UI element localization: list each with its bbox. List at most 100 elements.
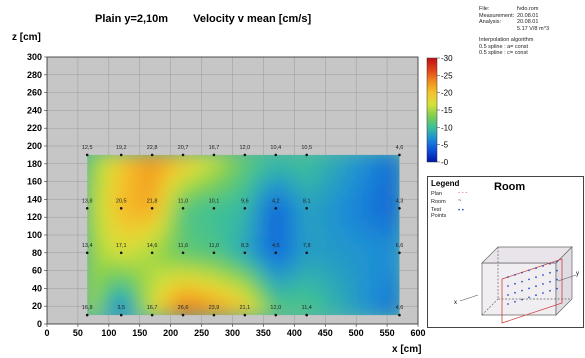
field-cell [230,226,238,236]
field-cell [338,162,346,172]
field-cell [200,154,208,164]
field-cell [356,186,364,196]
field-cell [176,154,184,164]
field-cell [218,258,226,268]
field-cell [194,154,202,164]
field-cell [87,202,94,212]
measurement-point [243,313,247,317]
field-cell [380,178,388,188]
field-cell [110,282,118,292]
field-cell [242,194,250,204]
field-cell [194,218,202,228]
field-cell [194,234,202,244]
field-cell [260,266,268,276]
field-cell [128,298,136,308]
field-cell [146,218,154,228]
field-cell [362,266,370,276]
field-cell [212,194,220,204]
field-cell [188,234,196,244]
field-cell [332,290,340,300]
field-cell [284,298,292,308]
field-cell [254,202,262,212]
field-cell [374,274,382,284]
y-tick-label: 120 [27,212,42,222]
field-cell [87,250,94,260]
field-cell [374,266,382,276]
field-cell [332,154,340,164]
field-cell [134,218,142,228]
field-cell [146,154,154,164]
field-cell [326,202,334,212]
field-cell [386,298,394,308]
field-cell [158,178,166,188]
x-tick-label: 400 [287,328,302,338]
field-cell [386,266,394,276]
y-tick-label: 40 [32,283,42,293]
field-cell [200,274,208,284]
field-cell [356,210,364,220]
field-cell [350,162,358,172]
field-cell [266,250,274,260]
field-cell [164,194,172,204]
field-cell [140,202,148,212]
field-cell [158,250,166,260]
field-cell [296,298,304,308]
room-point [556,269,558,272]
field-cell [140,194,148,204]
field-cell [266,178,274,188]
field-cell [308,194,316,204]
field-cell [356,218,364,228]
field-cell [254,162,262,172]
field-cell [206,274,214,284]
field-cell [98,306,106,316]
field-cell [326,154,334,164]
field-cell [296,282,304,292]
field-cell [380,194,388,204]
field-cell [338,242,346,252]
field-cell [362,226,370,236]
field-cell [374,282,382,292]
field-cell [200,210,208,220]
value-label: 3,5 [117,305,125,311]
field-cell [368,178,376,188]
field-cell [356,226,364,236]
field-cell [134,226,142,236]
field-cell [248,258,256,268]
field-cell [272,210,280,220]
field-cell [260,298,268,308]
field-cell [368,298,376,308]
field-cell [362,178,370,188]
points-symbol-icon: • • [458,208,464,214]
velocity-field [87,154,400,316]
field-cell [368,266,376,276]
field-cell [104,202,112,212]
room-point [521,298,523,301]
field-cell [140,282,148,292]
field-cell [158,186,166,196]
value-label: 14,6 [147,243,158,249]
x-tick-label: 300 [225,328,240,338]
field-cell [260,210,268,220]
field-cell [110,170,118,180]
field-cell [254,242,262,252]
room-axis-x-label: x [454,300,457,306]
y-tick-label: 60 [32,266,42,276]
field-cell [116,298,124,308]
field-cell [98,258,106,268]
room-diagram: x y [454,246,579,324]
y-tick-label: 140 [27,194,42,204]
field-cell [242,274,250,284]
field-cell [152,274,160,284]
field-cell [344,266,352,276]
field-cell [308,226,316,236]
field-cell [362,218,370,228]
field-cell [140,154,148,164]
field-cell [188,186,196,196]
field-cell [314,202,322,212]
plan-symbol-icon: - - - [458,190,468,196]
field-cell [164,178,172,188]
field-cell [248,170,256,180]
field-cell [296,154,304,164]
field-cell [314,194,322,204]
field-cell [104,242,112,252]
